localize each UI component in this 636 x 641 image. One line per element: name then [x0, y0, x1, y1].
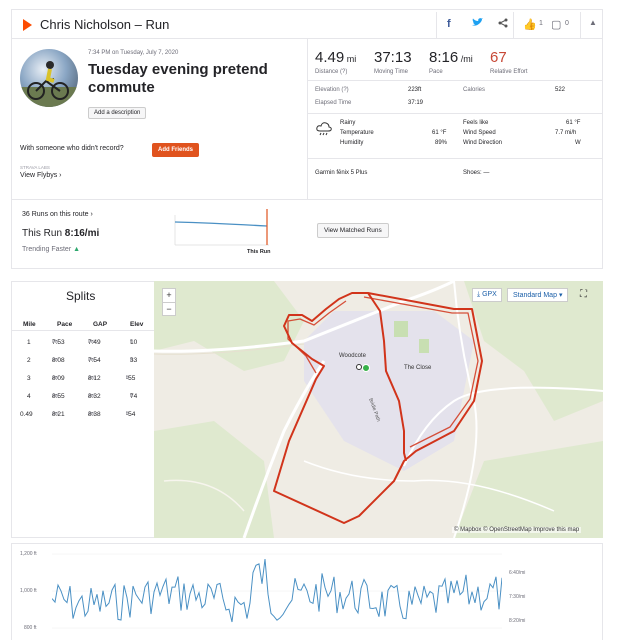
elapsed-value: 37:19	[408, 100, 424, 106]
map-style-select[interactable]: Standard Map ▾	[507, 288, 569, 302]
twitter-icon[interactable]	[472, 18, 483, 30]
chevron-up-icon[interactable]: ▲	[589, 18, 597, 27]
share-icon[interactable]	[498, 18, 508, 31]
feels-like-label: Feels like	[463, 120, 489, 126]
this-run-pace: This Run 8:16/mi	[22, 228, 100, 239]
runs-on-route-link[interactable]: 36 Runs on this route ›	[22, 211, 93, 218]
y-axis-left-1200: 1,200 ft	[20, 551, 37, 557]
rain-cloud-icon	[316, 122, 332, 141]
route-map[interactable]: Woodcote The Close Bridle Path + − ⤓ GPX…	[154, 281, 603, 538]
humidity-label: Humidity	[340, 140, 364, 146]
add-description-button[interactable]: Add a description	[88, 107, 147, 119]
moving-time-label: Moving Time	[374, 69, 409, 75]
y-axis-right-820: 8:20/mi	[509, 618, 526, 624]
download-icon: ⤓	[477, 291, 481, 298]
chevron-down-icon: ▾	[558, 292, 563, 299]
y-axis-right-640: 6:40/mi	[509, 570, 526, 576]
map-label-woodcote: Woodcote	[339, 353, 366, 359]
humidity-value: 89%	[435, 140, 448, 146]
feels-like-value: 61 °F	[566, 120, 581, 126]
wind-direction-value: W	[575, 140, 581, 146]
elevation-label: Elevation (?)	[315, 87, 349, 93]
comments-count: 0	[565, 20, 569, 27]
zoom-out-button[interactable]: −	[166, 304, 172, 314]
y-axis-left-800: 800 ft	[24, 625, 37, 631]
y-axis-right-730: 7:30/mi	[509, 594, 526, 600]
fullscreen-icon[interactable]: ⛶	[580, 289, 587, 300]
pace-label: Pace	[429, 69, 443, 75]
wind-direction-label: Wind Direction	[463, 140, 503, 146]
temperature-value: 61 °F	[432, 130, 447, 136]
this-run-marker-label: This Run	[247, 249, 271, 255]
map-canvas[interactable]	[154, 281, 603, 538]
temperature-label: Temperature	[340, 130, 374, 136]
device-name: Garmin fēnix 5 Plus	[315, 170, 368, 176]
trending-text: Trending Faster ▲	[22, 246, 81, 253]
wind-speed-label: Wind Speed	[463, 130, 496, 136]
splits-title: Splits	[66, 289, 96, 303]
distance-value: 4.49 mi	[315, 49, 357, 66]
kudos-count: 1	[539, 20, 543, 27]
elevation-pace-profile[interactable]: 1,200 ft 1,000 ft 800 ft 6:40/mi 7:30/mi…	[11, 543, 603, 640]
relative-effort-value: 67	[490, 49, 507, 66]
map-attribution[interactable]: © Mapbox © OpenStreetMap Improve this ma…	[452, 527, 582, 533]
map-label-the-close: The Close	[404, 365, 432, 371]
elevation-value: 223ft	[408, 87, 422, 93]
weather-condition: Rainy	[340, 120, 356, 126]
add-friends-button[interactable]: Add Friends	[152, 143, 200, 157]
splits-panel: Splits Mile Pace GAP Elev 1 7:53 /mi 7:49 …	[11, 281, 155, 538]
activity-title: Tuesday evening pretend commute	[88, 61, 268, 96]
comment-icon[interactable]: ▢	[551, 19, 562, 31]
athlete-avatar[interactable]	[20, 49, 78, 107]
calories-value: 522	[555, 87, 566, 93]
y-axis-left-1000: 1,000 ft	[20, 588, 37, 594]
relative-effort-label: Relative Effort	[490, 69, 528, 75]
wind-speed-value: 7.7 mi/h	[555, 130, 577, 136]
pace-profile-chart[interactable]	[52, 544, 502, 641]
activity-header: Chris Nicholson – Run f 👍 1 ▢ 0 ▲	[11, 9, 603, 39]
with-someone-text: With someone who didn't record?	[20, 145, 124, 152]
strava-labs-label: STRAVA LABS	[20, 165, 50, 170]
moving-time-value: 37:13	[374, 49, 412, 66]
facebook-icon[interactable]: f	[447, 18, 451, 30]
header-title: Chris Nicholson – Run	[40, 17, 170, 32]
shoes-value: Shoes: —	[463, 170, 490, 176]
kudos-icon[interactable]: 👍	[523, 19, 537, 31]
calories-label: Calories	[463, 87, 486, 93]
view-flybys-link[interactable]: View Flybys ›	[20, 172, 62, 179]
view-matched-runs-button[interactable]: View Matched Runs	[317, 223, 389, 238]
strava-chevron-icon	[23, 19, 32, 31]
zoom-in-button[interactable]: +	[163, 289, 175, 303]
zoom-controls: + −	[162, 288, 176, 316]
distance-label: Distance (?)	[315, 69, 348, 75]
matched-runs-trend-chart	[174, 209, 269, 246]
elapsed-label: Elapsed Time	[315, 100, 352, 106]
pace-value: 8:16 /mi	[429, 49, 473, 66]
gpx-button[interactable]: ⤓ GPX	[472, 288, 502, 302]
activity-timestamp: 7:34 PM on Tuesday, July 7, 2020	[88, 50, 179, 56]
